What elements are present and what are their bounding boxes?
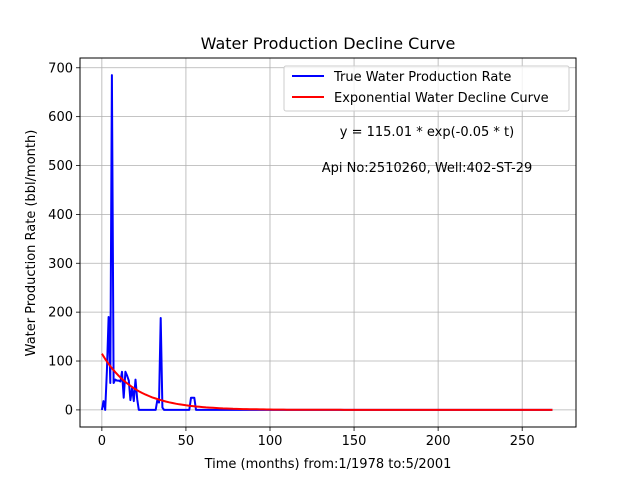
x-tick-label: 100: [258, 434, 283, 449]
grid: [80, 58, 576, 427]
series-layer: [100, 74, 553, 411]
y-axis-title: Water Production Rate (bbl/month): [24, 130, 39, 357]
y-tick-label: 100: [48, 355, 73, 370]
y-tick-label: 300: [48, 257, 73, 272]
equation-annotation: y = 115.01 * exp(-0.05 * t): [340, 125, 514, 140]
y-tick-label: 700: [48, 61, 73, 76]
legend: True Water Production Rate Exponential W…: [283, 65, 570, 112]
axis-ticks: 0 50 100 150 200 250 0 100 200 300 400 500 600 700: [48, 61, 534, 449]
legend-label-decline-curve: Exponential Water Decline Curve: [334, 91, 549, 106]
y-tick-label: 500: [48, 159, 73, 174]
y-tick-label: 600: [48, 110, 73, 125]
well-annotation: Api No:2510260, Well:402-ST-29: [322, 161, 533, 176]
series-line-true-rate: [100, 74, 553, 411]
x-tick-label: 150: [342, 434, 367, 449]
x-tick-label: 200: [426, 434, 451, 449]
x-tick-label: 0: [98, 434, 106, 449]
series-line-decline-curve: [101, 353, 553, 411]
x-tick-label: 250: [510, 434, 535, 449]
chart-title: Water Production Decline Curve: [201, 34, 456, 53]
y-tick-label: 400: [48, 208, 73, 223]
legend-label-true-rate: True Water Production Rate: [333, 70, 511, 85]
plot-frame: [79, 57, 577, 428]
legend-box: [283, 65, 570, 112]
x-axis-title: Time (months) from:1/1978 to:5/2001: [204, 457, 452, 472]
y-tick-label: 200: [48, 306, 73, 321]
x-tick-label: 50: [178, 434, 195, 449]
y-tick-label: 0: [65, 403, 73, 418]
